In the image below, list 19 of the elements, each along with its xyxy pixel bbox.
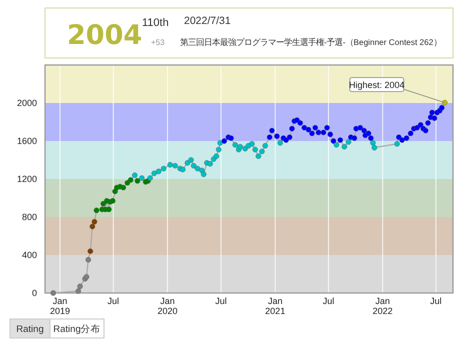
x-tick-label: Jan 2020 bbox=[157, 296, 178, 316]
y-tick-label: 1200 bbox=[16, 174, 37, 184]
y-tick-label: 1600 bbox=[16, 136, 37, 146]
x-tick-label: Jan 2019 bbox=[50, 296, 70, 316]
x-tick-label: Jul bbox=[108, 296, 120, 306]
x-tick-label: Jan 2021 bbox=[265, 296, 286, 316]
chart-title: 第三回日本最強プログラマー学生選手権-予選-（Beginner Contest 262） bbox=[180, 38, 442, 47]
y-tick-label: 0 bbox=[32, 288, 37, 298]
chart-subtitle: 2022/7/31 bbox=[184, 15, 231, 27]
tabs: Rating Rating分布 bbox=[10, 318, 104, 338]
x-tick-label: Jul bbox=[430, 296, 442, 306]
annotation-highest: Highest: 2004 bbox=[348, 77, 446, 104]
x-tick-label: Jul bbox=[215, 296, 227, 306]
y-tick-label: 400 bbox=[22, 250, 37, 260]
y-tick-label: 2000 bbox=[16, 98, 37, 108]
y-tick-label: 800 bbox=[22, 212, 37, 222]
x-tick-label: Jul bbox=[322, 296, 334, 306]
annotation: Highest: 2004 bbox=[348, 80, 405, 90]
x-tick-label: Jan 2022 bbox=[372, 296, 393, 316]
